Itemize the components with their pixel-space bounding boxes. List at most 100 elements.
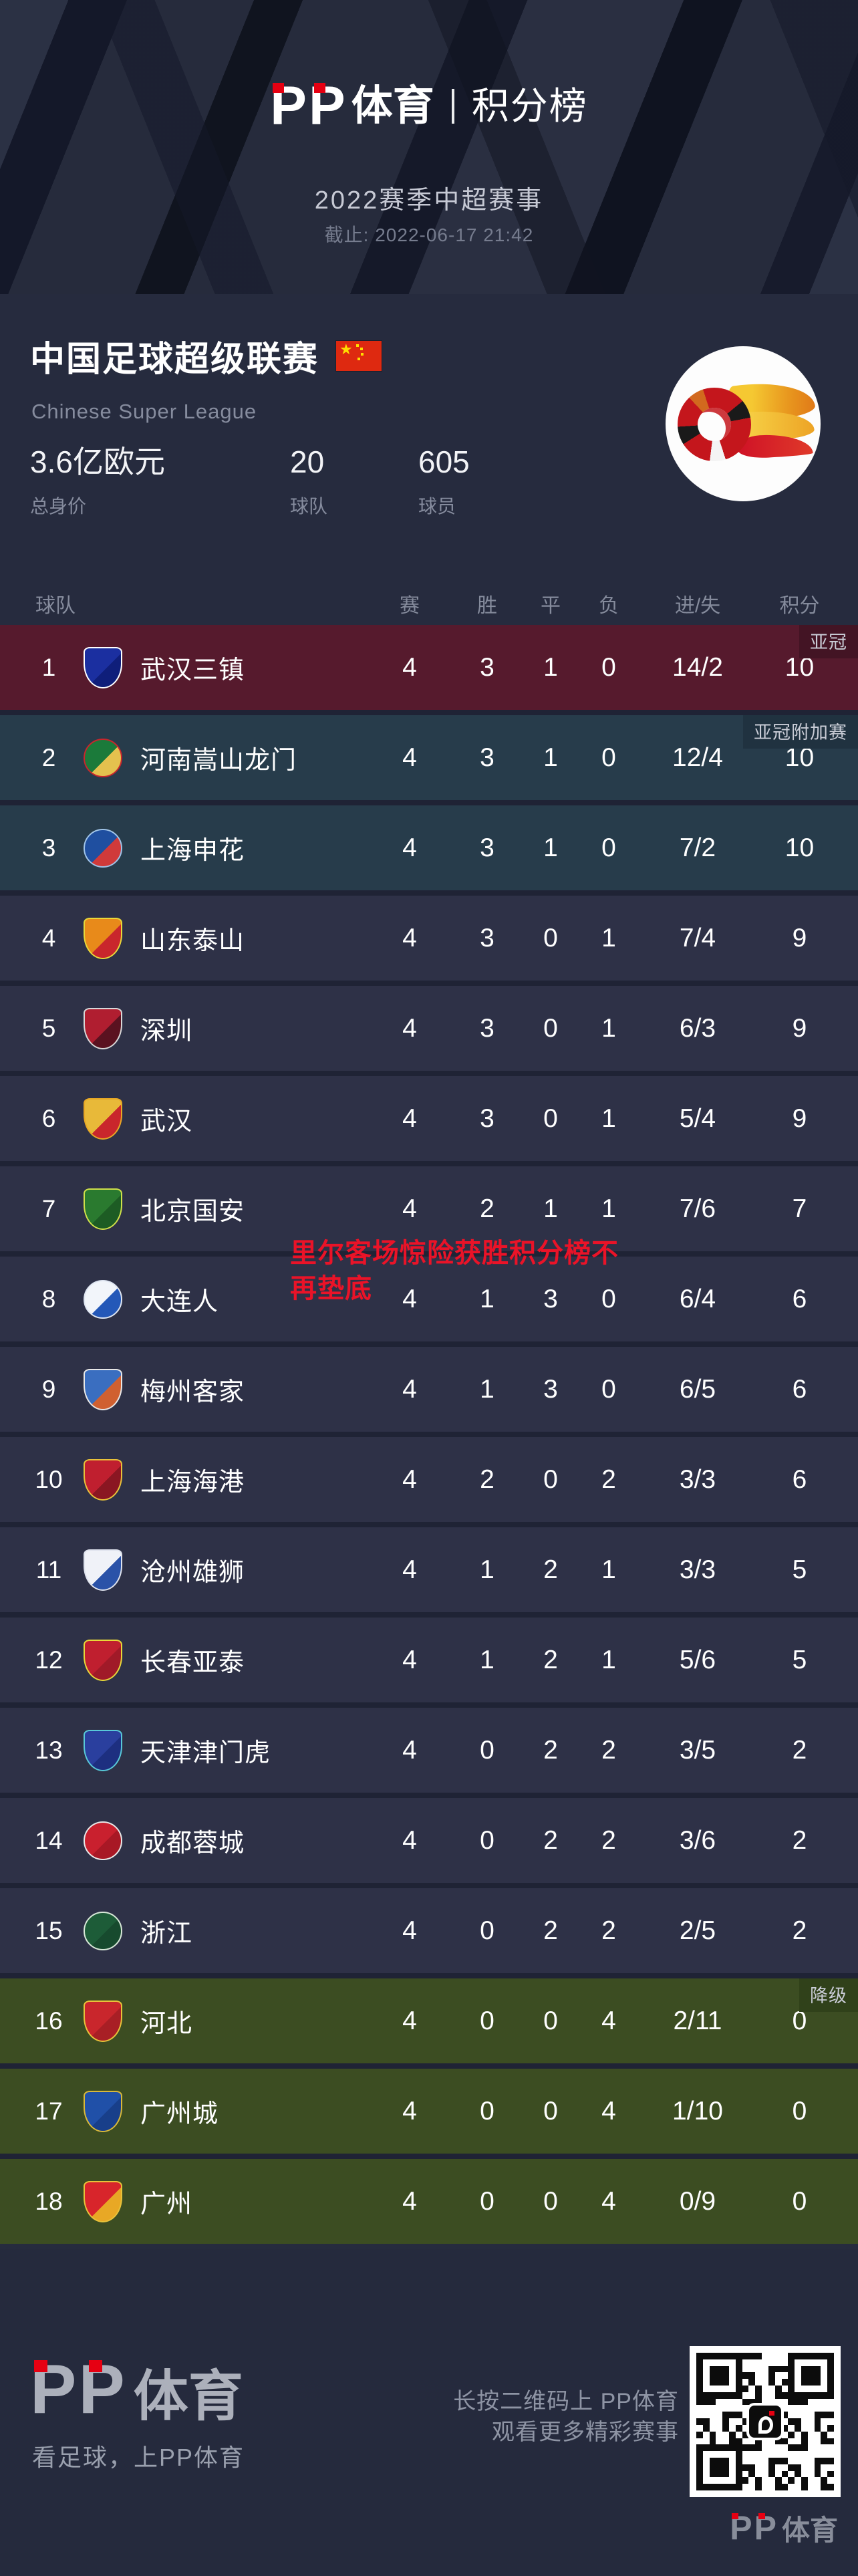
team-crest-icon: [84, 917, 122, 959]
team-logo-cell: [69, 1007, 136, 1049]
team-crest-icon: [84, 1821, 122, 1860]
standings-table: 球队 赛 胜 平 负 进/失 积分 亚冠 1 武汉三镇 4 3 1 0 14/2 10 亚冠附加赛…: [0, 582, 858, 2244]
data-deadline: 截止: 2022-06-17 21:42: [324, 225, 534, 245]
table-row: 10 上海海港 4 2 0 2 3/3 6: [0, 1437, 858, 1522]
stat-win: 0: [480, 2096, 494, 2126]
stat-loss: 0: [601, 652, 616, 682]
stat-draw: 0: [543, 2096, 558, 2126]
stat-played: 4: [402, 1916, 417, 1945]
logo-red-dot-icon: [732, 2513, 739, 2519]
team-name: 武汉三镇: [140, 656, 245, 684]
stat-goals: 6/3: [679, 1013, 716, 1043]
stat-loss: 0: [601, 1284, 616, 1313]
zone-badge: 亚冠: [799, 625, 858, 658]
stat-goals: 1/10: [672, 2096, 723, 2126]
team-logo-cell: [69, 1639, 136, 1681]
footer-section: PP 体育 看足球，上PP体育 长按二维码上 PP体育 观看更多精彩赛事 PP: [0, 2249, 858, 2576]
team-crest-icon: [84, 1729, 122, 1771]
app-logo: PP 体育 积分榜: [0, 79, 858, 134]
team-logo-cell: [69, 1729, 136, 1771]
stat-points: 5: [792, 1645, 807, 1674]
stat-goals: 6/4: [679, 1284, 716, 1313]
stat-total-value: 3.6亿欧元 总身价: [30, 446, 165, 519]
col-win: 胜: [477, 594, 497, 617]
stat-loss: 4: [601, 2006, 616, 2035]
pp-logo-icon: PP: [730, 2511, 778, 2545]
team-crest-icon: [84, 1639, 122, 1681]
team-logo-cell: [69, 646, 136, 688]
stat-win: 0: [480, 2006, 494, 2035]
team-name: 梅州客家: [140, 1378, 245, 1406]
stat-draw: 2: [543, 1645, 558, 1674]
stat-goals: 3/5: [679, 1735, 716, 1765]
stat-played: 4: [402, 833, 417, 862]
team-name: 广州: [140, 2190, 193, 2218]
stat-played: 4: [402, 1374, 417, 1404]
stat-player-count: 605 球员: [418, 446, 470, 519]
team-crest-icon: [84, 1458, 122, 1501]
qr-caption-line1: 长按二维码上 PP体育: [453, 2389, 679, 2414]
footer-tagline: 看足球，上PP体育: [32, 2444, 245, 2471]
stat-value: 20: [290, 444, 325, 479]
table-row: 7 北京国安 4 2 1 1 7/6 7: [0, 1166, 858, 1251]
stat-goals: 0/9: [679, 2186, 716, 2216]
team-crest-icon: [84, 2000, 122, 2042]
stat-points: 6: [792, 1284, 807, 1313]
stat-draw: 0: [543, 2186, 558, 2216]
team-crest-icon: [84, 1279, 122, 1319]
stat-played: 4: [402, 2096, 417, 2126]
team-logo-cell: [69, 1911, 136, 1950]
stat-goals: 12/4: [672, 743, 723, 772]
stat-draw: 0: [543, 1104, 558, 1133]
team-name: 上海海港: [140, 1468, 245, 1497]
col-points: 积分: [779, 594, 820, 617]
stat-win: 2: [480, 1194, 494, 1223]
stat-team-count: 20 球队: [290, 446, 327, 519]
stat-played: 4: [402, 2186, 417, 2216]
team-crest-icon: [84, 646, 122, 688]
team-logo-cell: [69, 1458, 136, 1501]
col-played: 赛: [400, 594, 420, 617]
team-name: 广州城: [140, 2100, 219, 2128]
team-name: 深圳: [140, 1017, 193, 1045]
stat-loss: 0: [601, 1374, 616, 1404]
qr-center-logo-icon: [746, 2403, 784, 2440]
rank: 3: [41, 833, 56, 862]
stat-draw: 1: [543, 833, 558, 862]
stat-goals: 3/3: [679, 1555, 716, 1584]
stat-played: 4: [402, 1464, 417, 1494]
team-name: 武汉: [140, 1108, 193, 1136]
team-crest-icon: [84, 1911, 122, 1950]
stat-value: 3.6亿欧元: [30, 444, 165, 479]
table-row: 亚冠附加赛 2 河南嵩山龙门 4 3 1 0 12/4 10: [0, 715, 858, 800]
team-name: 成都蓉城: [140, 1829, 245, 1857]
stat-goals: 14/2: [672, 652, 723, 682]
table-row: 12 长春亚泰 4 1 2 1 5/6 5: [0, 1618, 858, 1702]
stat-draw: 1: [543, 743, 558, 772]
stat-points: 2: [792, 1735, 807, 1765]
stat-goals: 6/5: [679, 1374, 716, 1404]
stat-goals: 5/4: [679, 1104, 716, 1133]
col-loss: 负: [599, 594, 619, 617]
stat-loss: 2: [601, 1464, 616, 1494]
stat-win: 0: [480, 1735, 494, 1765]
rank: 5: [41, 1014, 56, 1042]
league-title: 中国足球超级联赛: [30, 340, 319, 379]
team-name: 上海申花: [140, 837, 245, 865]
stat-points: 10: [784, 833, 815, 862]
table-body: 亚冠 1 武汉三镇 4 3 1 0 14/2 10 亚冠附加赛 2 河南嵩山龙门 4 3 1 0 12/4 10 3…: [0, 625, 858, 2244]
table-row: 9 梅州客家 4 1 3 0 6/5 6: [0, 1347, 858, 1432]
team-crest-icon: [84, 2180, 122, 2222]
rank: 9: [41, 1375, 56, 1403]
team-crest-icon: [84, 828, 122, 868]
rank: 10: [35, 1465, 63, 1493]
team-logo-cell: [69, 2090, 136, 2132]
footer-watermark-logo: PP 体育: [730, 2511, 838, 2545]
stat-win: 1: [480, 1374, 494, 1404]
stat-draw: 2: [543, 1555, 558, 1584]
table-row: 11 沧州雄狮 4 1 2 1 3/3 5: [0, 1527, 858, 1612]
team-crest-icon: [84, 1007, 122, 1049]
stat-played: 4: [402, 1284, 417, 1313]
stat-draw: 3: [543, 1284, 558, 1313]
stat-draw: 1: [543, 652, 558, 682]
